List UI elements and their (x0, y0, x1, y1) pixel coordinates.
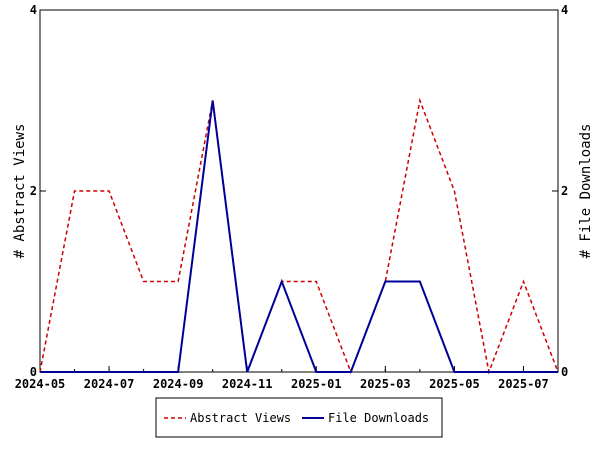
y2-tick-label: 4 (561, 3, 568, 17)
y-tick-label: 2 (30, 184, 37, 198)
series-line (40, 100, 558, 373)
y2-tick-label: 2 (561, 184, 568, 198)
x-tick-label: 2025-03 (360, 377, 411, 391)
x-tick-label: 2025-01 (291, 377, 342, 391)
x-tick-label: 2025-05 (429, 377, 480, 391)
x-tick-label: 2025-07 (498, 377, 549, 391)
y2-axis-label: # File Downloads (578, 124, 594, 259)
x-tick-label: 2024-07 (84, 377, 135, 391)
series-line (39, 97, 559, 375)
x-tick-label: 2024-11 (222, 377, 273, 391)
legend-label: File Downloads (328, 411, 429, 425)
y-axis-label: # Abstract Views (12, 124, 28, 259)
x-tick-label: 2024-05 (15, 377, 66, 391)
y-tick-label: 4 (30, 3, 37, 17)
legend-box (155, 397, 443, 438)
legend-label: Abstract Views (190, 411, 291, 425)
y2-tick-label: 0 (561, 365, 568, 379)
plot-frame (39, 9, 559, 373)
x-tick-label: 2024-09 (153, 377, 204, 391)
y-tick-label: 0 (30, 365, 37, 379)
